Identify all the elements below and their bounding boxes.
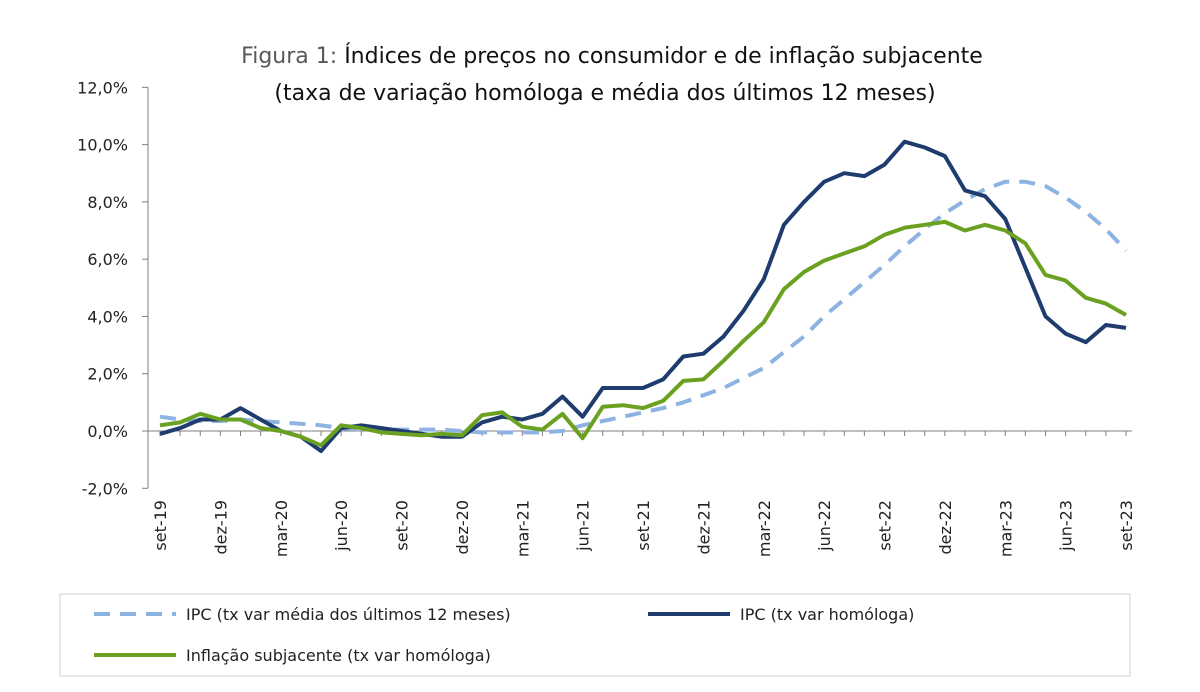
x-tick-label: dez-20 xyxy=(453,500,472,555)
y-axis: -2,0% 0,0% 2,0% 4,0% 6,0% 8,0% 10,0% 12,0% xyxy=(77,78,149,498)
series-line xyxy=(159,219,1127,448)
x-tick-label: set-21 xyxy=(634,500,653,551)
legend: IPC (tx var média dos últimos 12 meses) I… xyxy=(94,605,914,665)
x-tick-label: set-23 xyxy=(1117,500,1136,551)
y-tick-label: 0,0% xyxy=(87,422,128,441)
x-tick-label: dez-21 xyxy=(694,500,713,555)
y-tick-label: 6,0% xyxy=(87,250,128,269)
x-tick-label: jun-21 xyxy=(574,500,593,552)
legend-item-inflacao-subjacente: Inflação subjacente (tx var homóloga) xyxy=(94,646,491,665)
chart-title-prefix: Figura 1: xyxy=(241,44,337,69)
x-tick-label: set-22 xyxy=(876,500,895,551)
x-tick-label: jun-22 xyxy=(815,500,834,552)
y-tick-label: 12,0% xyxy=(77,78,128,97)
series-line xyxy=(159,139,1127,453)
legend-label: IPC (tx var homóloga) xyxy=(740,605,914,624)
legend-box xyxy=(59,593,1131,677)
x-tick-label: jun-20 xyxy=(332,500,351,552)
legend-label: IPC (tx var média dos últimos 12 meses) xyxy=(186,605,511,624)
legend-item-ipc-media: IPC (tx var média dos últimos 12 meses) xyxy=(94,605,511,624)
x-tick-label: mar-22 xyxy=(755,500,774,557)
chart-subtitle: (taxa de variação homóloga e média dos ú… xyxy=(274,81,935,106)
x-tick-label: mar-23 xyxy=(996,500,1015,557)
x-axis: set-19 dez-19 mar-20 jun-20 set-20 dez-20 mar-… xyxy=(148,430,1136,557)
series-ipc-homologa xyxy=(159,139,1127,453)
y-tick-label: -2,0% xyxy=(82,479,128,498)
x-tick-label: dez-19 xyxy=(211,500,230,555)
y-tick-label: 4,0% xyxy=(87,307,128,326)
chart-title: Figura 1: Índices de preços no consumido… xyxy=(241,43,983,69)
series-line xyxy=(159,179,1128,435)
x-tick-label: set-20 xyxy=(393,500,412,551)
y-tick-label: 10,0% xyxy=(77,136,128,155)
series-inflacao-subjacente xyxy=(159,219,1127,448)
y-tick-label: 2,0% xyxy=(87,365,128,384)
x-tick-label: jun-23 xyxy=(1057,500,1076,552)
x-tick-label: set-19 xyxy=(151,500,170,551)
series-ipc-media-12-meses xyxy=(159,179,1128,435)
series-layer xyxy=(159,139,1128,453)
legend-label: Inflação subjacente (tx var homóloga) xyxy=(186,646,491,665)
y-tick-label: 8,0% xyxy=(87,193,128,212)
x-tick-label: mar-21 xyxy=(513,500,532,557)
chart-title-text: Índices de preços no consumidor e de inf… xyxy=(344,43,983,69)
x-tick-label: dez-22 xyxy=(936,500,955,555)
legend-item-ipc-homologa: IPC (tx var homóloga) xyxy=(648,605,914,624)
x-tick-label: mar-20 xyxy=(272,500,291,557)
